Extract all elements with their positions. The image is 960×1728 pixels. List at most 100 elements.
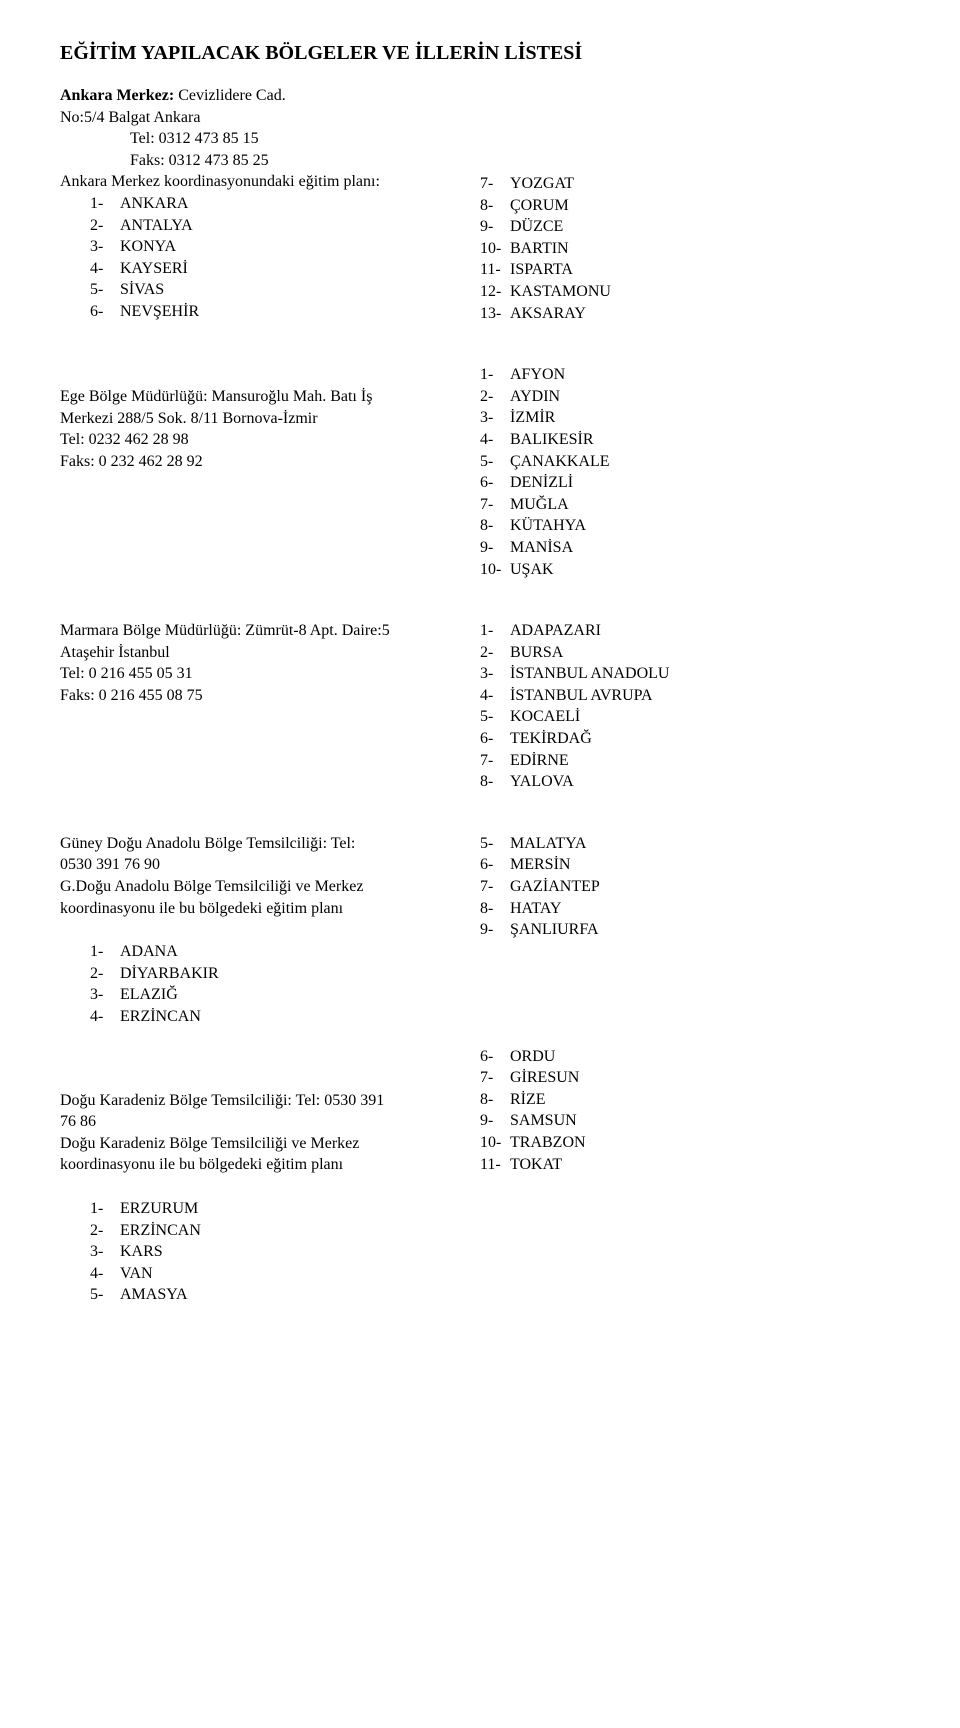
list-item: 9-DÜZCE bbox=[480, 216, 960, 238]
list-item-text: RİZE bbox=[510, 1089, 960, 1111]
list-item-number: 7- bbox=[480, 876, 510, 898]
list-item-number: 2- bbox=[480, 386, 510, 408]
list-item-number: 4- bbox=[90, 258, 120, 280]
list-item: 8-ÇORUM bbox=[480, 195, 960, 217]
list-item-text: ŞANLIURFA bbox=[510, 919, 960, 941]
list-item: 10-UŞAK bbox=[480, 559, 960, 581]
list-item: 1-ADAPAZARI bbox=[480, 620, 960, 642]
list-item-number: 7- bbox=[480, 173, 510, 195]
list-item-number: 8- bbox=[480, 195, 510, 217]
list-item: 8-RİZE bbox=[480, 1089, 960, 1111]
list-item-number: 3- bbox=[90, 1241, 120, 1263]
list-item-number: 2- bbox=[90, 963, 120, 985]
list-item-number: 8- bbox=[480, 771, 510, 793]
list-item: 1-ERZURUM bbox=[90, 1198, 480, 1220]
dk-l3: Doğu Karadeniz Bölge Temsilciliği ve Mer… bbox=[60, 1133, 480, 1155]
list-item-number: 3- bbox=[90, 984, 120, 1006]
list-item: 4-İSTANBUL AVRUPA bbox=[480, 685, 960, 707]
page-title: EĞİTİM YAPILACAK BÖLGELER VE İLLERİN LİS… bbox=[60, 40, 960, 67]
list-item: 7-GAZİANTEP bbox=[480, 876, 960, 898]
list-item-number: 3- bbox=[480, 663, 510, 685]
list-item-text: ISPARTA bbox=[510, 259, 960, 281]
list-item-number: 11- bbox=[480, 259, 510, 281]
ege-right-list: 1-AFYON2-AYDIN3-İZMİR4-BALIKESİR5-ÇANAKK… bbox=[480, 364, 960, 580]
list-item-number: 4- bbox=[480, 685, 510, 707]
list-item: 9-MANİSA bbox=[480, 537, 960, 559]
list-item-number: 5- bbox=[480, 706, 510, 728]
list-item-number: 9- bbox=[480, 1110, 510, 1132]
list-item: 1-AFYON bbox=[480, 364, 960, 386]
list-item-text: GAZİANTEP bbox=[510, 876, 960, 898]
list-item-text: ERZURUM bbox=[120, 1198, 480, 1220]
list-item: 9-SAMSUN bbox=[480, 1110, 960, 1132]
list-item-number: 6- bbox=[480, 472, 510, 494]
marmara-l2: Ataşehir İstanbul bbox=[60, 642, 480, 664]
list-item-number: 4- bbox=[480, 429, 510, 451]
ankara-addr: No:5/4 Balgat Ankara bbox=[60, 107, 480, 129]
list-item: 5-KOCAELİ bbox=[480, 706, 960, 728]
list-item-text: ADAPAZARI bbox=[510, 620, 960, 642]
list-item: 6-NEVŞEHİR bbox=[90, 301, 480, 323]
list-item-number: 7- bbox=[480, 1067, 510, 1089]
list-item: 4-BALIKESİR bbox=[480, 429, 960, 451]
list-item: 3-ELAZIĞ bbox=[90, 984, 480, 1006]
list-item: 1-ADANA bbox=[90, 941, 480, 963]
list-item: 10-BARTIN bbox=[480, 238, 960, 260]
list-item: 7-YOZGAT bbox=[480, 173, 960, 195]
list-item-text: KÜTAHYA bbox=[510, 515, 960, 537]
list-item: 1-ANKARA bbox=[90, 193, 480, 215]
list-item-number: 12- bbox=[480, 281, 510, 303]
list-item: 6-TEKİRDAĞ bbox=[480, 728, 960, 750]
list-item-text: UŞAK bbox=[510, 559, 960, 581]
list-item: 5-AMASYA bbox=[90, 1284, 480, 1306]
list-item: 8-HATAY bbox=[480, 898, 960, 920]
list-item-text: TRABZON bbox=[510, 1132, 960, 1154]
list-item: 7-MUĞLA bbox=[480, 494, 960, 516]
list-item-text: MERSİN bbox=[510, 854, 960, 876]
list-item: 4-KAYSERİ bbox=[90, 258, 480, 280]
list-item-text: BARTIN bbox=[510, 238, 960, 260]
list-item: 2-BURSA bbox=[480, 642, 960, 664]
list-item-text: İSTANBUL ANADOLU bbox=[510, 663, 960, 685]
list-item-number: 7- bbox=[480, 750, 510, 772]
ege-l1: Ege Bölge Müdürlüğü: Mansuroğlu Mah. Bat… bbox=[60, 386, 480, 408]
list-item: 4-ERZİNCAN bbox=[90, 1006, 480, 1028]
gda-l4: koordinasyonu ile bu bölgedeki eğitim pl… bbox=[60, 898, 480, 920]
ankara-tel: Tel: 0312 473 85 15 bbox=[60, 128, 480, 150]
list-item-number: 3- bbox=[90, 236, 120, 258]
dk-right-list: 6-ORDU7-GİRESUN8-RİZE9-SAMSUN10-TRABZON1… bbox=[480, 1046, 960, 1176]
section-ege: Ege Bölge Müdürlüğü: Mansuroğlu Mah. Bat… bbox=[60, 364, 960, 580]
list-item-number: 6- bbox=[480, 1046, 510, 1068]
list-item-text: DİYARBAKIR bbox=[120, 963, 480, 985]
list-item: 3-KARS bbox=[90, 1241, 480, 1263]
list-item: 4-VAN bbox=[90, 1263, 480, 1285]
list-item: 12-KASTAMONU bbox=[480, 281, 960, 303]
list-item-text: ÇANAKKALE bbox=[510, 451, 960, 473]
list-item: 11-TOKAT bbox=[480, 1154, 960, 1176]
marmara-right-list: 1-ADAPAZARI2-BURSA3-İSTANBUL ANADOLU4-İS… bbox=[480, 620, 960, 793]
section-dk: Doğu Karadeniz Bölge Temsilciliği: Tel: … bbox=[60, 1046, 960, 1306]
dk-l4: koordinasyonu ile bu bölgedeki eğitim pl… bbox=[60, 1154, 480, 1176]
list-item-text: YOZGAT bbox=[510, 173, 960, 195]
list-item-number: 2- bbox=[90, 1220, 120, 1242]
list-item-number: 2- bbox=[90, 215, 120, 237]
list-item-number: 3- bbox=[480, 407, 510, 429]
list-item-text: ERZİNCAN bbox=[120, 1006, 480, 1028]
ankara-plan: Ankara Merkez koordinasyonundaki eğitim … bbox=[60, 171, 480, 193]
list-item: 6-ORDU bbox=[480, 1046, 960, 1068]
list-item-number: 10- bbox=[480, 559, 510, 581]
ege-l3: Tel: 0232 462 28 98 bbox=[60, 429, 480, 451]
gda-l2: 0530 391 76 90 bbox=[60, 854, 480, 876]
list-item-number: 13- bbox=[480, 303, 510, 325]
list-item: 9-ŞANLIURFA bbox=[480, 919, 960, 941]
section-ankara: Ankara Merkez: Cevizlidere Cad. No:5/4 B… bbox=[60, 85, 960, 324]
ankara-header-bold: Ankara Merkez: bbox=[60, 87, 174, 104]
list-item-text: KOCAELİ bbox=[510, 706, 960, 728]
list-item-text: DÜZCE bbox=[510, 216, 960, 238]
list-item-number: 8- bbox=[480, 898, 510, 920]
list-item-text: AFYON bbox=[510, 364, 960, 386]
ankara-header-rest: Cevizlidere Cad. bbox=[174, 87, 286, 104]
list-item-text: HATAY bbox=[510, 898, 960, 920]
section-marmara: Marmara Bölge Müdürlüğü: Zümrüt-8 Apt. D… bbox=[60, 620, 960, 793]
gda-l3: G.Doğu Anadolu Bölge Temsilciliği ve Mer… bbox=[60, 876, 480, 898]
